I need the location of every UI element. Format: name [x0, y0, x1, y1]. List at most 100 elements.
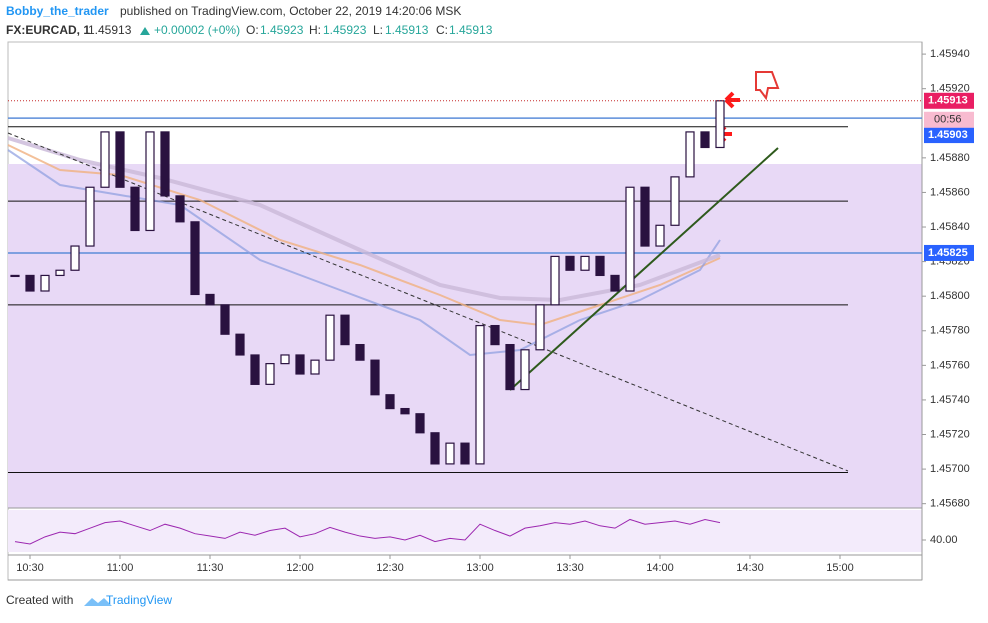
- high: 1.45923: [323, 23, 367, 37]
- candle: [565, 255, 575, 271]
- candle: [430, 432, 440, 465]
- candle: [205, 293, 215, 306]
- x-tick-label: 11:30: [197, 562, 224, 574]
- y-tick-label: 1.45760: [930, 359, 970, 371]
- candle: [640, 186, 650, 247]
- x-tick-label: 13:00: [466, 562, 494, 574]
- change: +0.00002 (+0%): [154, 23, 240, 37]
- candle: [610, 274, 620, 292]
- candle: [460, 442, 470, 465]
- candle: [535, 304, 545, 351]
- author[interactable]: Bobby_the_trader: [6, 4, 109, 18]
- candle: [10, 274, 20, 278]
- y-tick-label: 1.45920: [930, 83, 970, 95]
- price-label: 1.45825: [928, 247, 968, 259]
- y-tick-label: 1.45840: [930, 221, 970, 233]
- x-tick-label: 12:30: [376, 562, 404, 574]
- candle: [70, 245, 80, 271]
- high-label: H:: [309, 23, 321, 37]
- y-tick-label: 1.45720: [930, 428, 970, 440]
- tv-logo: [84, 598, 112, 606]
- x-tick-label: 15:00: [826, 562, 854, 574]
- candle: [670, 176, 680, 226]
- candle: [85, 186, 95, 247]
- candle: [400, 407, 410, 415]
- candle: [655, 224, 665, 247]
- ema-orange: [7, 144, 721, 327]
- candle: [580, 255, 590, 271]
- y-tick-label: 1.45740: [930, 394, 970, 406]
- y-tick-label: 1.45880: [930, 152, 970, 164]
- price-label-box: [924, 92, 974, 109]
- x-tick-label: 12:00: [286, 562, 314, 574]
- candle: [355, 343, 365, 361]
- y2-tick-label: 40.00: [930, 534, 958, 546]
- candle: [280, 354, 290, 365]
- low-label: L:: [373, 23, 383, 37]
- candle: [700, 131, 710, 149]
- candle: [520, 349, 530, 391]
- candle: [190, 221, 200, 296]
- candle: [370, 359, 380, 396]
- x-tick-label: 14:30: [736, 562, 764, 574]
- candle: [415, 413, 425, 434]
- close-label: C:: [436, 23, 448, 37]
- red-arrow: [724, 91, 740, 109]
- candle: [220, 304, 230, 335]
- y-tick-label: 1.45940: [930, 48, 970, 60]
- y-tick-label: 1.45680: [930, 498, 970, 510]
- x-tick-label: 11:00: [107, 562, 134, 574]
- candle: [265, 363, 275, 385]
- rsi-pane: [8, 510, 922, 552]
- candle: [445, 442, 455, 465]
- candle: [25, 274, 35, 292]
- trend-line: [509, 147, 779, 391]
- candle: [40, 274, 50, 292]
- rsi-line: [14, 518, 721, 545]
- candle: [325, 314, 335, 361]
- candle: [310, 359, 320, 375]
- candle: [685, 131, 695, 178]
- candle: [160, 131, 170, 197]
- y-tick-label: 1.45700: [930, 463, 970, 475]
- candle: [505, 343, 515, 391]
- created: Created with: [6, 593, 73, 607]
- candle: [595, 255, 605, 277]
- x-tick-label: 10:30: [16, 562, 44, 574]
- price-label-box: [924, 244, 974, 261]
- candle: [235, 333, 245, 356]
- thumbs-down: [755, 71, 780, 101]
- last: 1.45913: [88, 23, 132, 37]
- open-label: O:: [246, 23, 259, 37]
- brand[interactable]: TradingView: [106, 593, 172, 607]
- close: 1.45913: [449, 23, 493, 37]
- candle: [145, 131, 155, 232]
- low: 1.45913: [385, 23, 429, 37]
- candle: [550, 255, 560, 306]
- up-arrow: [140, 27, 150, 35]
- candle: [250, 354, 260, 385]
- candle: [115, 131, 125, 188]
- candle: [175, 195, 185, 223]
- countdown-box: [924, 111, 974, 128]
- candle: [715, 100, 725, 149]
- y-tick-label: 1.45800: [930, 290, 970, 302]
- candle: [55, 269, 65, 277]
- x-tick-label: 14:00: [646, 562, 674, 574]
- price-label: 1.45903: [928, 129, 968, 141]
- candle: [475, 324, 485, 465]
- candle: [295, 354, 305, 375]
- candle: [490, 324, 500, 346]
- published: published on TradingView.com, October 22…: [120, 4, 461, 18]
- candle: [130, 186, 140, 232]
- y-tick-label: 1.45860: [930, 186, 970, 198]
- x-tick-label: 13:30: [556, 562, 584, 574]
- open: 1.45923: [260, 23, 304, 37]
- candle: [385, 394, 395, 410]
- price-label: 1.45913: [928, 95, 968, 107]
- ema-blue: [7, 149, 721, 357]
- symbol: FX:EURCAD, 1: [6, 23, 90, 37]
- price-label-box: [924, 127, 974, 144]
